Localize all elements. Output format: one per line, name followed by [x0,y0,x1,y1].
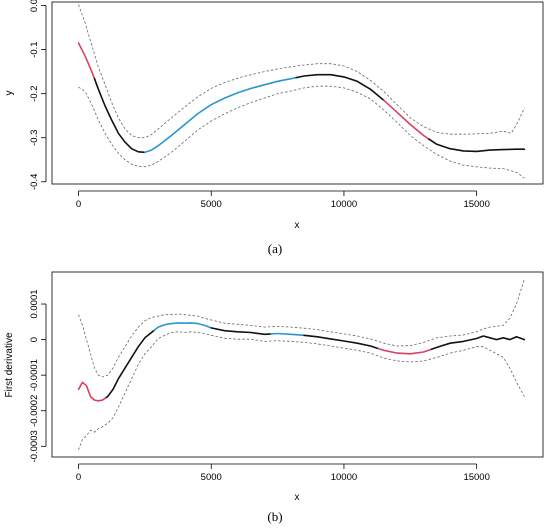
x-tick-label-b: 0 [76,472,81,483]
x-tick-label-a: 0 [76,199,81,210]
estimate-segment-neutral-b [430,335,526,351]
y-tick-label-a: -0.4 [29,174,40,190]
lower-band-a [78,85,525,179]
estimate-segment-negative-b [377,347,433,355]
y-tick-label-b: -0.0001 [29,359,40,391]
x-axis-title-b: x [295,492,300,503]
y-tick-label-b: -0.0003 [29,430,40,462]
estimate-segment-negative-b [77,381,108,402]
y-tick-label-a: -0.1 [29,41,40,57]
estimate-segment-neutral-a [93,77,146,154]
panel-a: 0 5000 10000 15000 0.0-0.1-0.2-0.3-0.4 x y … [4,0,544,256]
x-axis-title-a: x [295,220,300,231]
estimate-segment-decreasing-a [383,99,430,140]
x-tick-label-b: 10000 [331,472,357,483]
estimate-segment-neutral-b [105,329,155,399]
estimate-segment-neutral-b [303,334,380,350]
panel-label-b: (b) [267,509,282,524]
y-tick-label-a: -0.2 [29,85,40,101]
upper-band-b [78,278,525,378]
estimate-segment-neutral-a [295,73,385,102]
estimate-segment-increasing-a [144,76,297,154]
x-tick-label-a: 15000 [463,199,489,210]
y-axis-title-b: First derivative [4,332,15,397]
x-tick-label-b: 5000 [201,472,222,483]
x-tick-label-a: 10000 [331,199,357,210]
plot-box-a [51,1,544,185]
bands-a [78,4,525,179]
y-tick-label-b: 0 [29,337,40,342]
estimate-segment-positive-b [153,322,212,332]
estimate-segment-positive-b [270,332,305,337]
estimate-a [77,42,526,154]
y-axis-b: 0.0001 0 -0.0001 -0.0002 -0.0003 [29,289,47,462]
y-tick-label-b: -0.0002 [29,395,40,427]
estimate-segment-neutral-a [428,138,526,153]
estimate-segment-decreasing-a [77,42,96,80]
lower-band-b [78,331,525,451]
y-axis-a: 0.0 -0.1 -0.2 -0.3 -0.4 [29,0,47,190]
y-tick-label-b: 0.0001 [29,289,40,318]
plot-box-b [51,271,544,458]
y-tick-label-a: -0.3 [29,130,40,146]
bands-b [78,278,525,451]
x-axis-a: 0 5000 10000 15000 [76,190,490,210]
estimate-segment-neutral-b [210,327,272,336]
estimate-b [77,322,526,402]
upper-band-a [78,4,525,139]
panel-b: 0 5000 10000 15000 0.0001 0 -0.0001 -0.0002 -0.… [4,271,544,524]
x-tick-label-b: 15000 [463,472,489,483]
x-tick-label-a: 5000 [201,199,222,210]
y-tick-label-a: 0.0 [29,0,40,12]
panel-label-a: (a) [268,241,282,256]
y-axis-title-a: y [4,91,15,96]
x-axis-b: 0 5000 10000 15000 [76,463,490,483]
